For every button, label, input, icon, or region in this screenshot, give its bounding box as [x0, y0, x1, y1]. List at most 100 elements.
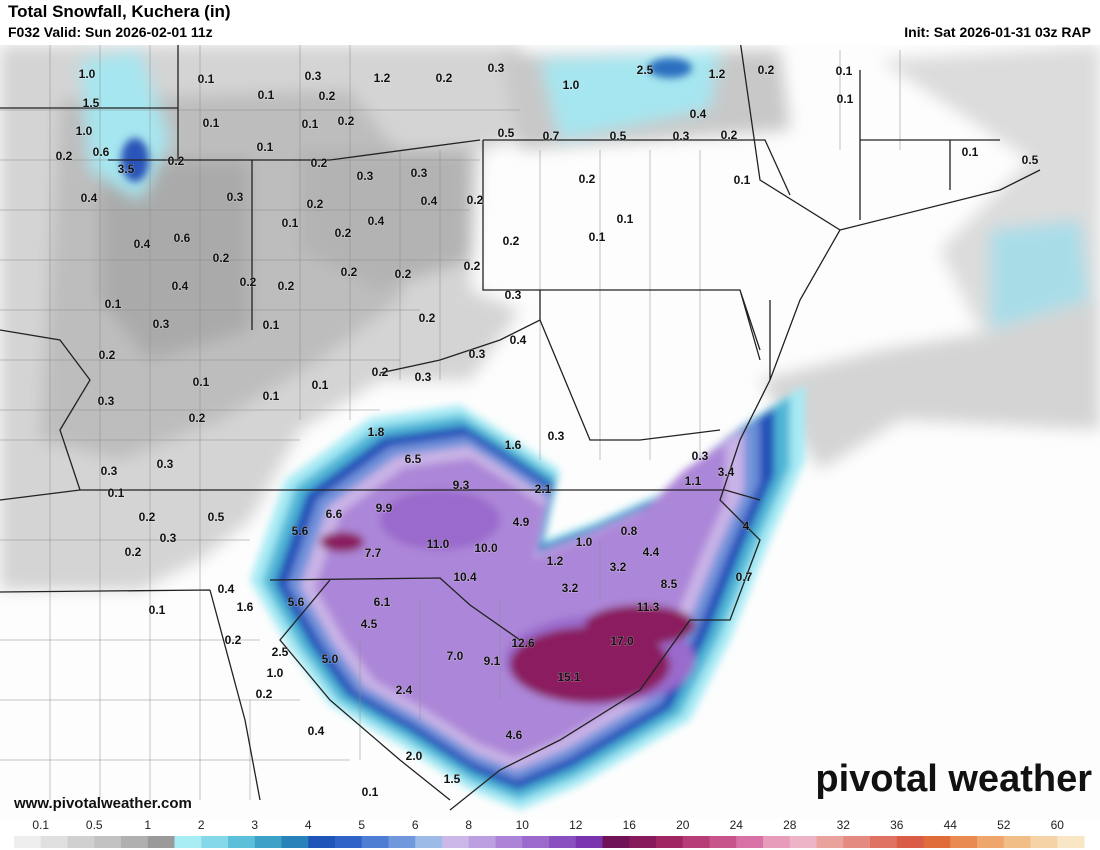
color-segment	[201, 836, 229, 848]
colorbar-tick-label: 10	[516, 818, 530, 832]
snowfall-label: 1.2	[709, 67, 726, 81]
snowfall-label: 0.4	[421, 194, 438, 208]
colorbar-tick-label: 8	[465, 818, 472, 832]
snow-core	[320, 532, 364, 552]
colorbar-tick-label: 6	[412, 818, 419, 832]
snowfall-label: 0.2	[311, 156, 328, 170]
snowfall-label: 10.4	[453, 570, 477, 584]
snow-core	[585, 605, 695, 645]
snowfall-label: 0.2	[721, 128, 738, 142]
snowfall-label: 0.3	[692, 449, 709, 463]
logo: pivotal weather	[815, 758, 1092, 800]
colorbar-tick-label: 5	[358, 818, 365, 832]
valid-time: F032 Valid: Sun 2026-02-01 11z	[8, 24, 213, 40]
snowfall-label: 3.2	[610, 560, 627, 574]
snowfall-label: 0.5	[208, 510, 225, 524]
snowfall-label: 0.4	[134, 237, 151, 251]
snowfall-label: 11.0	[427, 537, 450, 551]
snowfall-label: 3.2	[562, 581, 579, 595]
snowfall-label: 5.6	[292, 524, 309, 538]
snowfall-label: 0.2	[464, 259, 481, 273]
snowfall-label: 0.3	[160, 531, 177, 545]
snowfall-label: 0.2	[189, 411, 206, 425]
colorbar-tick-label: 36	[890, 818, 904, 832]
snowfall-label: 17.0	[610, 634, 634, 648]
snowfall-label: 6.6	[326, 507, 343, 521]
snowfall-label: 0.5	[1022, 153, 1039, 167]
snowfall-label: 2.1	[535, 482, 552, 496]
snowfall-label: 0.8	[621, 524, 638, 538]
color-segment	[575, 836, 603, 848]
snowfall-label: 9.9	[376, 501, 393, 515]
color-segment	[549, 836, 577, 848]
snowfall-label: 1.6	[505, 438, 522, 452]
snowfall-label: 0.1	[193, 375, 210, 389]
snowfall-label: 0.1	[257, 140, 274, 154]
color-segment	[602, 836, 630, 848]
snowfall-label: 1.0	[563, 78, 580, 92]
color-segment	[281, 836, 309, 848]
colorbar-tick-label: 4	[305, 818, 312, 832]
snowfall-label: 5.6	[288, 595, 305, 609]
snowfall-label: 0.2	[419, 311, 436, 325]
colorbar-tick-label: 16	[623, 818, 637, 832]
colorbar-tick-label: 0.5	[86, 818, 103, 832]
color-segment	[1030, 836, 1058, 848]
snowfall-label: 0.5	[610, 129, 627, 143]
color-segment	[629, 836, 657, 848]
snowfall-label: 2.5	[637, 63, 654, 77]
snowfall-label: 0.4	[510, 333, 527, 347]
snowfall-label: 15.1	[557, 670, 581, 684]
snowfall-label: 0.2	[372, 365, 389, 379]
snowfall-label: 0.2	[395, 267, 412, 281]
snowfall-label: 0.3	[548, 429, 565, 443]
snowfall-label: 0.3	[101, 464, 118, 478]
snowfall-label: 9.3	[453, 478, 470, 492]
snowfall-label: 0.7	[543, 129, 560, 143]
snow-band	[250, 385, 805, 810]
snowfall-label: 6.5	[405, 452, 422, 466]
color-segment	[816, 836, 844, 848]
snowfall-label: 0.2	[139, 510, 156, 524]
snowfall-label: 0.4	[308, 724, 325, 738]
colorbar-tick-label: 20	[676, 818, 690, 832]
snowfall-label: 0.1	[617, 212, 634, 226]
snowfall-label: 10.0	[474, 541, 498, 555]
color-segment	[763, 836, 791, 848]
colorbar-tick-label: 3	[251, 818, 258, 832]
snowfall-label: 2.4	[396, 683, 413, 697]
snowfall-label: 0.4	[368, 214, 385, 228]
snowfall-label: 0.3	[157, 457, 174, 471]
snowfall-label: 0.1	[258, 88, 275, 102]
snowfall-label: 0.3	[227, 190, 244, 204]
snowfall-label: 0.1	[263, 389, 280, 403]
snowfall-label: 4.5	[361, 617, 378, 631]
snowfall-label: 0.4	[218, 582, 235, 596]
snowfall-label: 0.2	[256, 687, 273, 701]
color-segment	[94, 836, 122, 848]
snowfall-label: 4	[743, 519, 750, 533]
color-segment	[656, 836, 684, 848]
snowfall-label: 0.2	[758, 63, 775, 77]
colorbar-tick-label: 32	[837, 818, 851, 832]
color-segment	[896, 836, 924, 848]
snowfall-label: 0.2	[168, 154, 185, 168]
snowfall-label: 1.0	[76, 124, 93, 138]
snowfall-label: 0.1	[149, 603, 166, 617]
map-title: Total Snowfall, Kuchera (in)	[8, 2, 231, 21]
snowfall-label: 6.1	[374, 595, 391, 609]
snowfall-label: 0.1	[962, 145, 979, 159]
snowfall-labels: 1.0 0.1 0.3 1.2 0.20.3 2.51.01.2 0.2 0.11.50.1 0…	[55, 61, 1039, 800]
snowfall-label: 0.1	[589, 230, 606, 244]
snowfall-label: 4.4	[643, 545, 660, 559]
snowfall-label: 0.2	[319, 89, 336, 103]
watermark: www.pivotalweather.com	[13, 795, 192, 812]
colorbar-tick-label: 28	[783, 818, 797, 832]
snowfall-label: 0.2	[467, 193, 484, 207]
colorbar-tick-label: 0.1	[32, 818, 49, 832]
colorbar-tick-label: 52	[997, 818, 1011, 832]
snowfall-label: 0.2	[125, 545, 142, 559]
snowfall-label: 0.1	[312, 378, 329, 392]
snowfall-label: 12.6	[511, 636, 535, 650]
colorbar-tick-label: 60	[1051, 818, 1065, 832]
